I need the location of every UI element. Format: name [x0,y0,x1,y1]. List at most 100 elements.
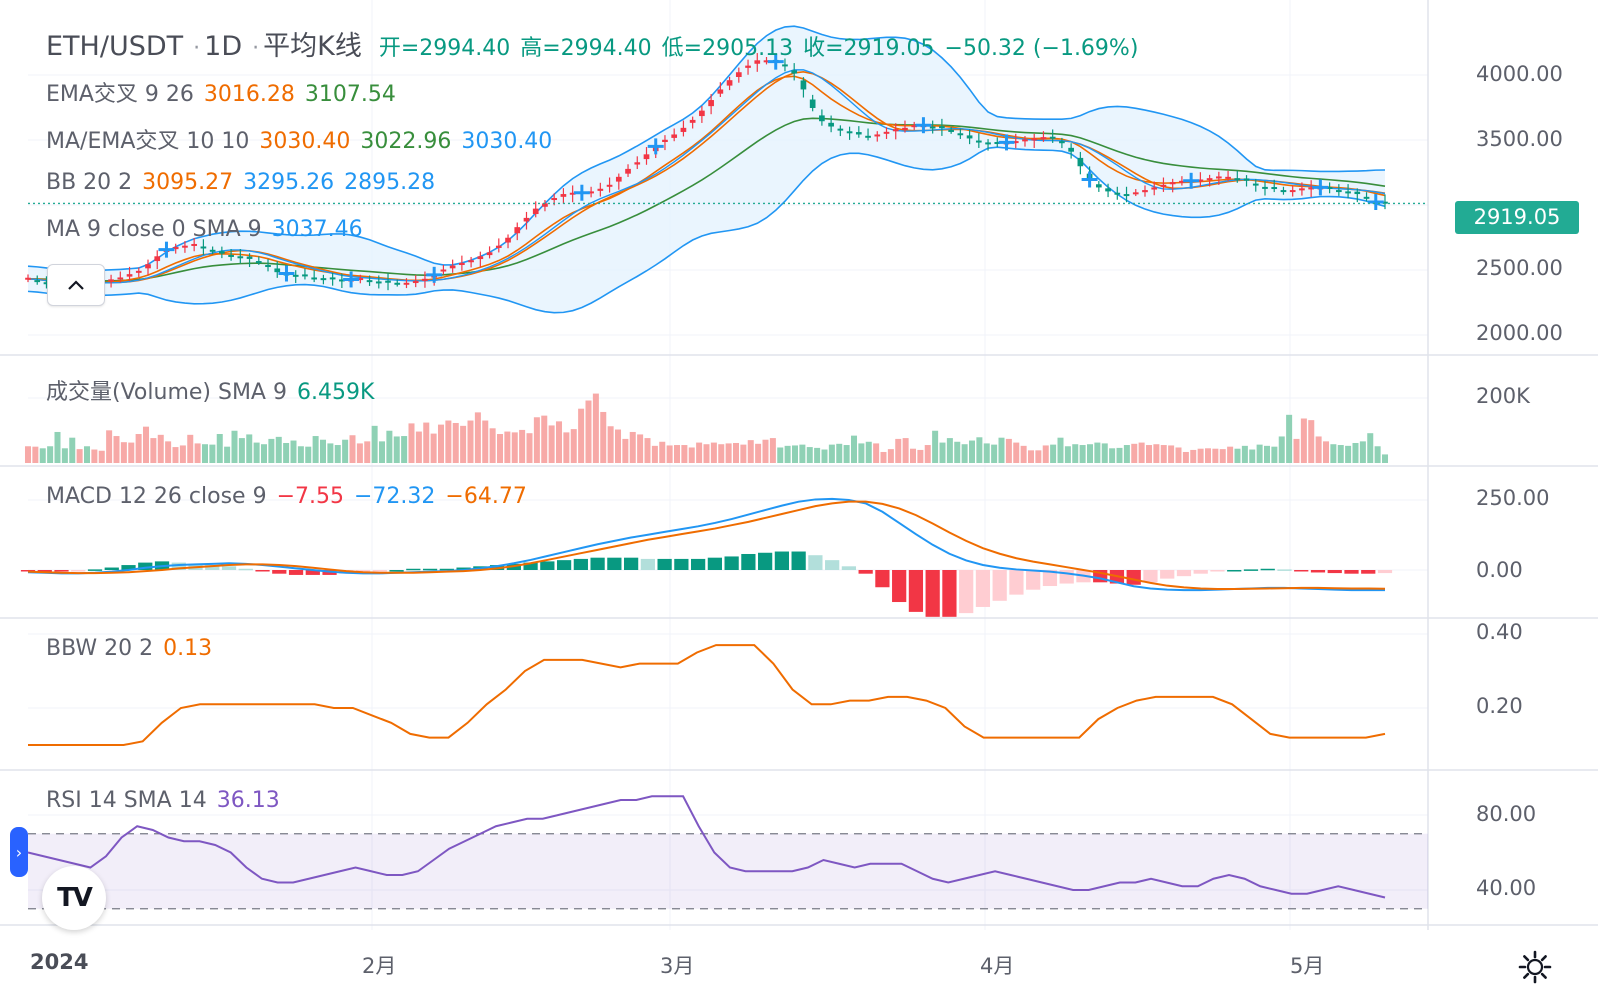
candle-body [1123,194,1130,197]
macd-histogram-bar [456,567,471,570]
volume-bar [1263,445,1271,463]
rsi-tick: 40.00 [1476,876,1537,900]
volume-bar [1175,447,1182,463]
volume-bar [290,440,297,463]
macd-histogram-bar [54,570,69,572]
legend-bbw[interactable]: BBW 20 2 0.13 [46,636,222,661]
candle-body [1151,187,1158,190]
volume-pane[interactable] [24,393,1389,463]
candle-body [726,80,733,86]
volume-bar [1027,450,1035,463]
gear-icon[interactable] [1518,950,1552,984]
volume-bar [216,434,223,463]
candle-body [265,265,271,268]
candle-body [966,135,973,139]
volume-bar [393,436,400,463]
legend-macd[interactable]: MACD 12 26 close 9 −7.55 −72.32 −64.77 [46,484,537,509]
volume-bar [187,434,194,463]
legend-ma-ema-cross[interactable]: MA/EMA交叉 10 10 3030.40 3022.96 3030.40 [46,123,562,155]
macd-histogram-bar [1260,568,1275,571]
volume-bar [961,444,968,463]
volume-bar [998,437,1005,463]
volume-bar [489,428,496,463]
volume-bar [828,444,835,463]
candle-body [1354,191,1361,195]
candle-body [615,176,622,182]
macd-histogram-bar [774,551,790,570]
candle-body [625,168,631,174]
volume-bar [194,443,201,463]
ma9-line [27,69,1386,284]
volume-bar [968,440,976,463]
legend-rsi[interactable]: RSI 14 SMA 14 36.13 [46,788,290,813]
volume-bar [688,447,695,463]
expand-sidebar-handle[interactable]: › [10,827,28,877]
volume-bar [924,445,931,463]
volume-bar [555,421,563,463]
candle-body [865,135,871,138]
candle-body [1382,201,1388,204]
interval-label[interactable]: 1D [204,31,243,62]
volume-bar [1227,446,1234,463]
macd-histogram-bar [104,567,119,570]
legend-ma9[interactable]: MA 9 close 0 SMA 9 3037.46 [46,217,373,242]
candle-body [643,154,650,160]
candle-body [154,256,161,262]
collapse-legend-button[interactable] [47,264,105,306]
legend-label: BBW 20 2 [46,636,154,661]
legend-bb[interactable]: BB 20 2 3095.27 3295.26 2895.28 [46,170,445,195]
volume-bar [1204,448,1212,463]
volume-bar [128,442,135,463]
candle-body [1179,180,1185,183]
legend-ema-cross[interactable]: EMA交叉 9 26 3016.28 3107.54 [46,76,406,108]
rsi-pane[interactable] [27,795,1428,910]
price-pane[interactable] [25,25,1428,314]
candle-body [1059,141,1065,144]
macd-histogram-bar [540,561,555,570]
candle-body [689,119,696,123]
bbw-pane[interactable] [28,644,1386,746]
chart-type-label[interactable]: 平均K线 [263,31,362,62]
macd-histogram-bar [1143,570,1158,583]
volume-bar [1278,436,1285,463]
macd-histogram-bar [908,570,924,612]
volume-bar [917,449,924,463]
legend-label: MA 9 close 0 SMA 9 [46,217,262,242]
volume-bar [991,444,998,463]
macd-histogram-bar [1327,570,1342,574]
legend-value: 6.459K [296,380,375,405]
candle-body [25,277,31,280]
symbol-name[interactable]: ETH/USDT [46,31,184,62]
candle-body [975,140,982,143]
volume-bar [850,435,858,463]
macd-histogram-bar [1277,569,1292,571]
legend-volume[interactable]: 成交量(Volume) SMA 9 6.459K [46,374,384,406]
volume-bar [319,439,327,463]
volume-bar [1322,441,1330,463]
macd-histogram-bar [875,570,890,588]
legend-label: EMA交叉 9 26 [46,82,194,107]
macd-pane[interactable] [20,497,1393,617]
candle-body [828,122,834,127]
macd-histogram-bar [87,569,103,571]
macd-signal-line [27,500,1386,591]
volume-bar [644,438,651,463]
tradingview-logo-icon[interactable]: TV [42,866,106,930]
ohlc-change: −50.32 (−1.69%) [944,36,1139,61]
macd-tick: 0.00 [1476,558,1523,582]
volume-bar [1337,445,1344,463]
candle-body [837,128,844,131]
macd-histogram-bar [975,570,991,607]
volume-bar [858,443,865,463]
volume-bar [548,425,555,463]
candle-body [754,60,761,64]
volume-bar [83,446,91,463]
candle-body [819,115,825,122]
volume-bar [740,444,747,463]
volume-bar [467,420,474,463]
volume-bar [113,436,120,463]
volume-bar [371,425,378,463]
volume-bar [1293,438,1300,463]
legend-value: −7.55 [276,484,344,509]
